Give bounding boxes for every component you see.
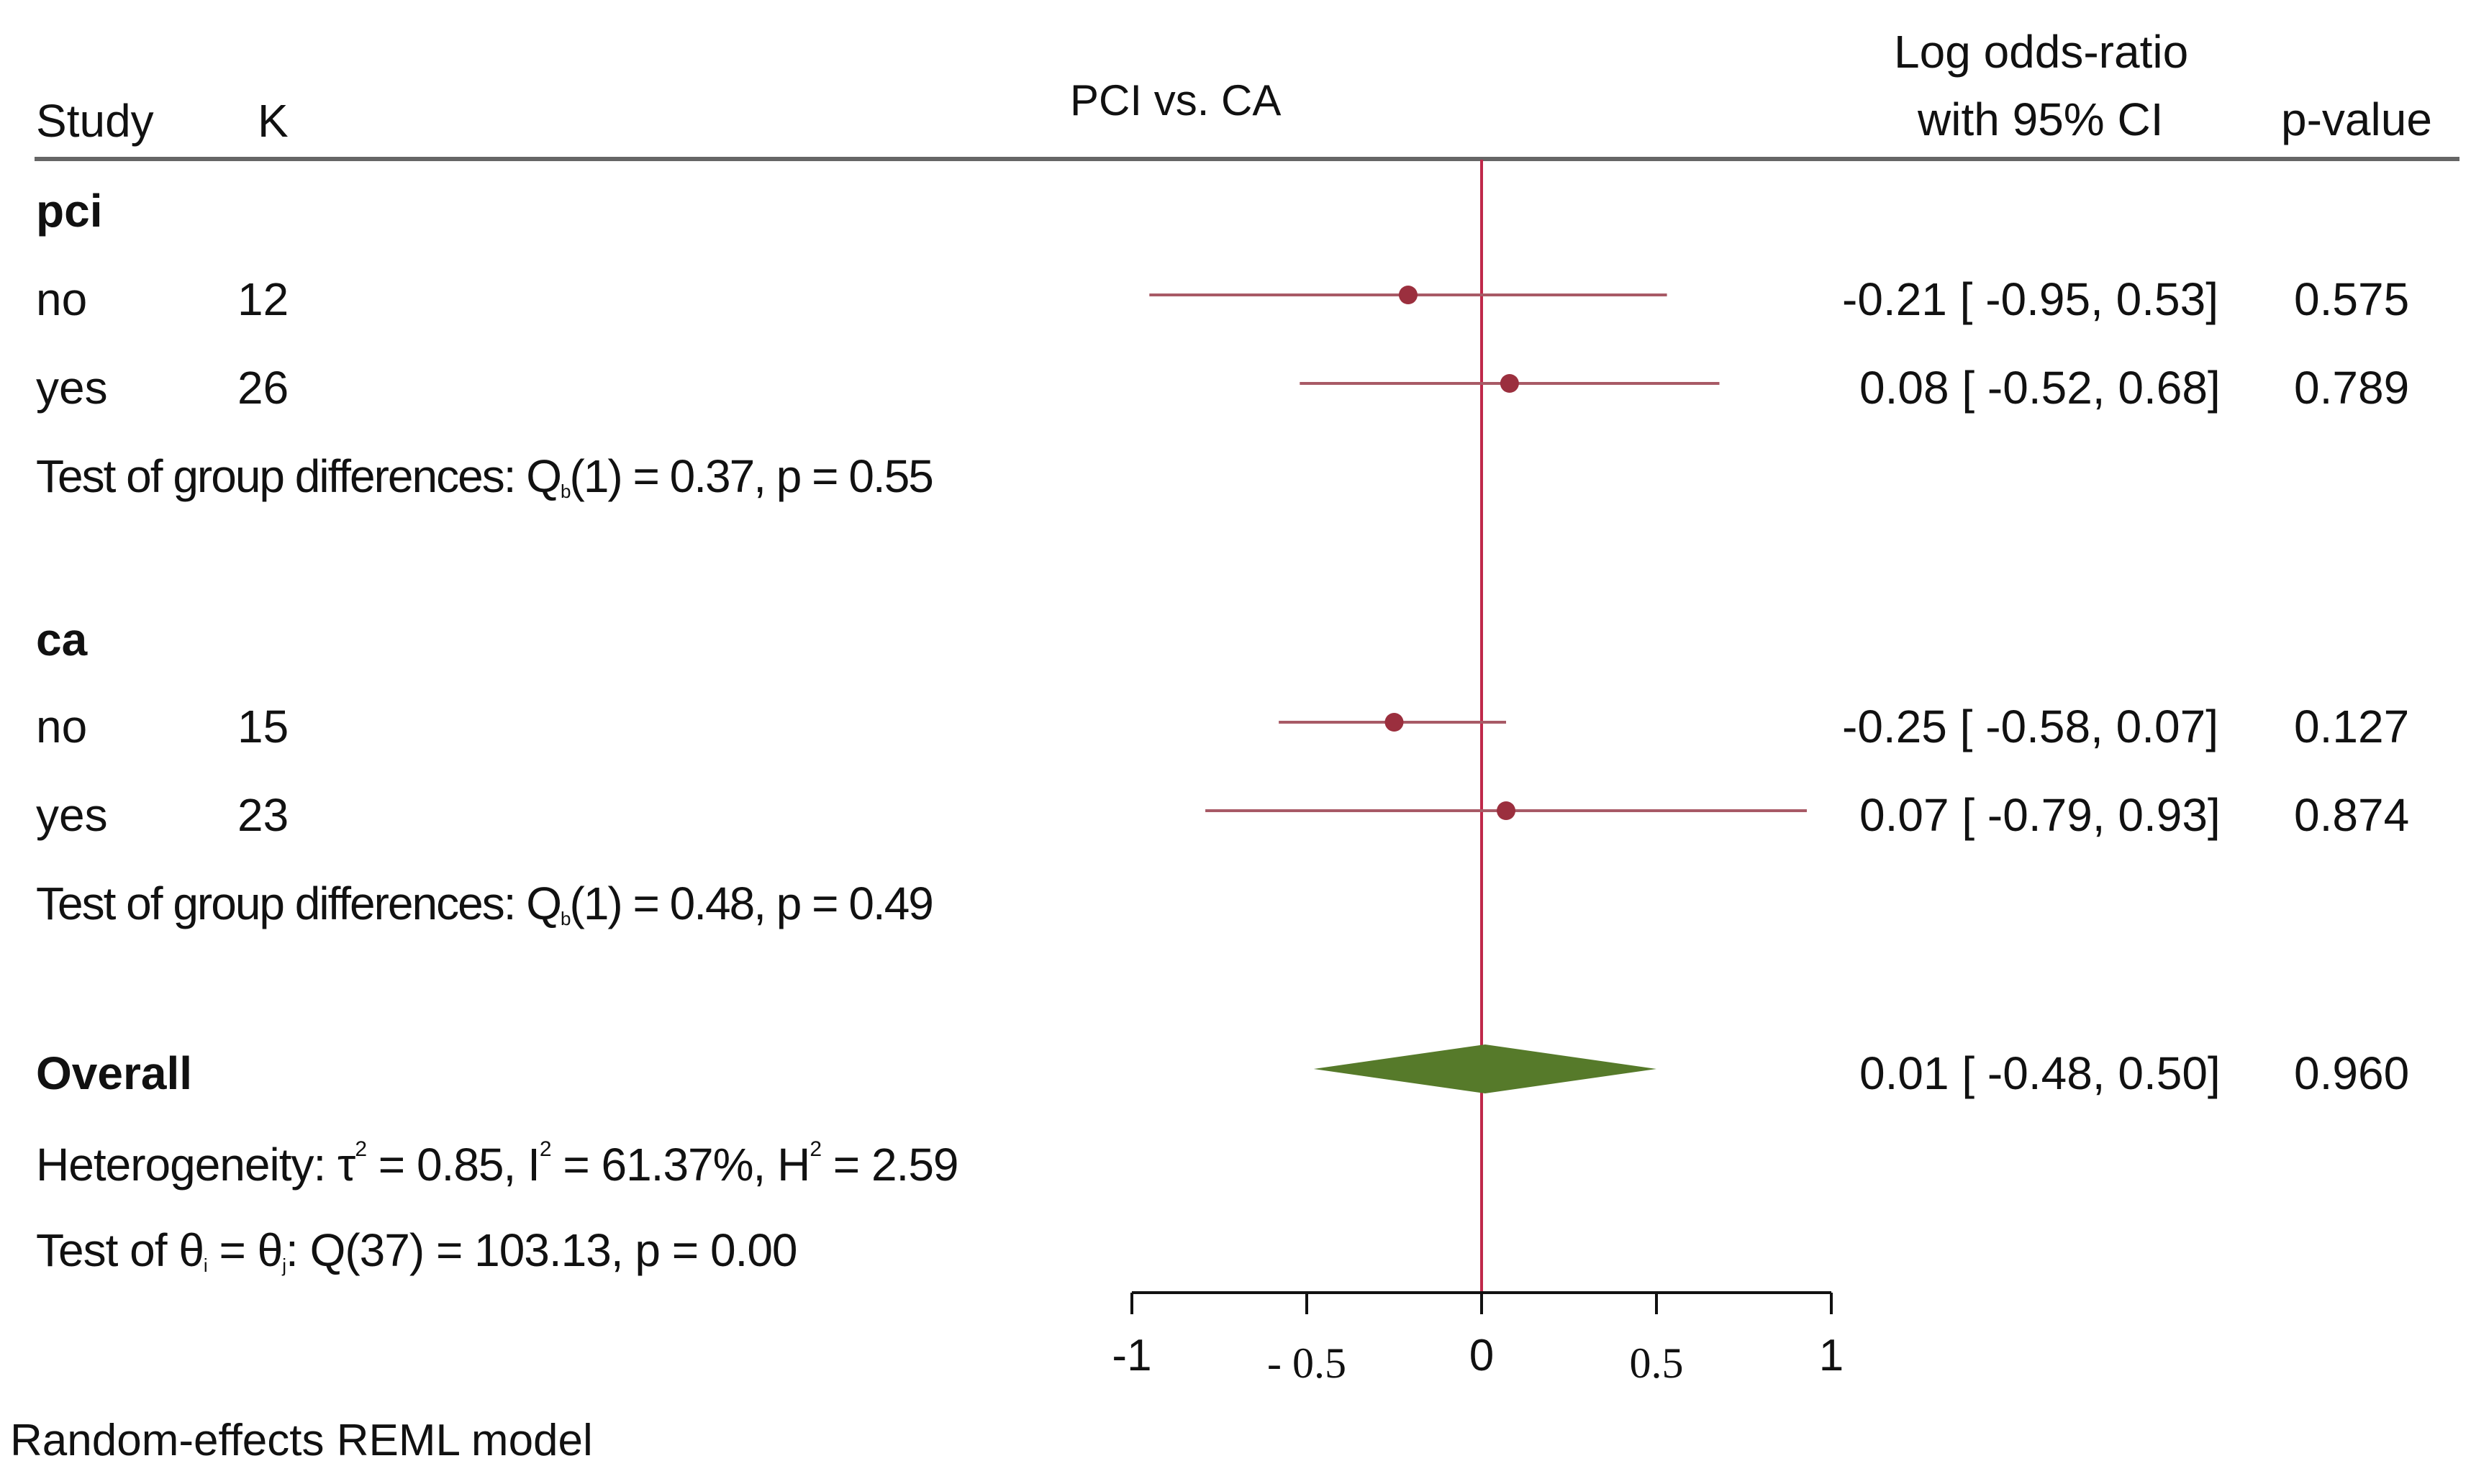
row-k: 23 [237,789,289,841]
x-axis-tick-label: 1 [1819,1331,1844,1380]
study-marker [1500,374,1519,393]
row-pvalue: 0.874 [2294,789,2410,841]
homogeneity-test-text: Test of θi = θj: Q(37) = 103.13, p = 0.0… [36,1227,797,1275]
row-ci-text: -0.25 [ -0.58, 0.07] [1842,701,2218,752]
group-test-sub: b [561,481,571,502]
study-marker [1497,801,1516,820]
row-k: 15 [237,701,289,752]
group-test-pci: Test of group differences: Qb(1) = 0.37,… [36,450,934,502]
group-test-rest: (1) = 0.37, p = 0.55 [569,450,934,502]
row-label: yes [36,362,108,414]
x-axis-tick-label: -1 [1112,1331,1151,1380]
het-mid1: = 0.85, I [366,1139,540,1191]
group-label-ca: ca [36,614,88,665]
header-effect-line2: with 95% CI [1918,94,2164,145]
group-label-pci: pci [36,185,103,237]
test-sub-i: i [203,1255,208,1276]
row-k: 26 [237,362,289,414]
row-label: no [36,701,88,752]
test-rest: : Q(37) = 103.13, p = 0.00 [286,1224,797,1276]
row-label: no [36,273,88,325]
test-eq: = θ [207,1224,283,1276]
header-rule [35,157,2459,161]
study-marker [1384,713,1404,732]
overall-pvalue: 0.960 [2294,1047,2410,1099]
row-ci-text: -0.21 [ -0.95, 0.53] [1842,273,2218,325]
row-pvalue: 0.789 [2294,362,2410,414]
header-study: Study [36,95,154,147]
group-test-text: Test of group differences: Q [36,450,562,502]
header-effect-line1: Log odds-ratio [1894,26,2189,78]
row-ci-text: 0.08 [ -0.52, 0.68] [1859,362,2221,414]
x-axis-tick-label: 0 [1469,1331,1494,1380]
row-ci-text: 0.07 [ -0.79, 0.93] [1859,789,2221,841]
het-h-sup: 2 [810,1137,822,1161]
header-pvalue: p-value [2281,94,2432,145]
het-end: = 2.59 [821,1139,959,1191]
het-prefix: Heterogeneity: τ [36,1139,355,1191]
chart-title: PCI vs. CA [1070,76,1282,124]
het-mid2: = 61.37%, H [550,1139,810,1191]
test-prefix: Test of θ [36,1224,204,1276]
header-k: K [258,95,289,147]
footer-model: Random-effects REML model [10,1416,593,1465]
x-axis-tick-label: 0.5 [1630,1339,1684,1387]
group-test-ca: Test of group differences: Qb(1) = 0.48,… [36,878,934,929]
het-tau-sup: 2 [355,1137,367,1161]
group-test-sub: b [561,908,571,929]
study-marker [1398,286,1418,304]
overall-label: Overall [36,1047,193,1099]
group-test-rest: (1) = 0.48, p = 0.49 [569,878,934,929]
row-pvalue: 0.575 [2294,273,2410,325]
x-axis-tick-label: - 0.5 [1267,1339,1346,1387]
row-label: yes [36,789,108,841]
overall-ci-text: 0.01 [ -0.48, 0.50] [1859,1047,2221,1099]
heterogeneity-text: Heterogeneity: τ2 = 0.85, I2 = 61.37%, H… [36,1139,958,1188]
row-pvalue: 0.127 [2294,701,2410,752]
overall-diamond [1313,1044,1656,1093]
row-k: 12 [237,273,289,325]
group-test-text: Test of group differences: Q [36,878,562,929]
test-sub-j: j [282,1255,286,1276]
het-i-sup: 2 [539,1137,552,1161]
